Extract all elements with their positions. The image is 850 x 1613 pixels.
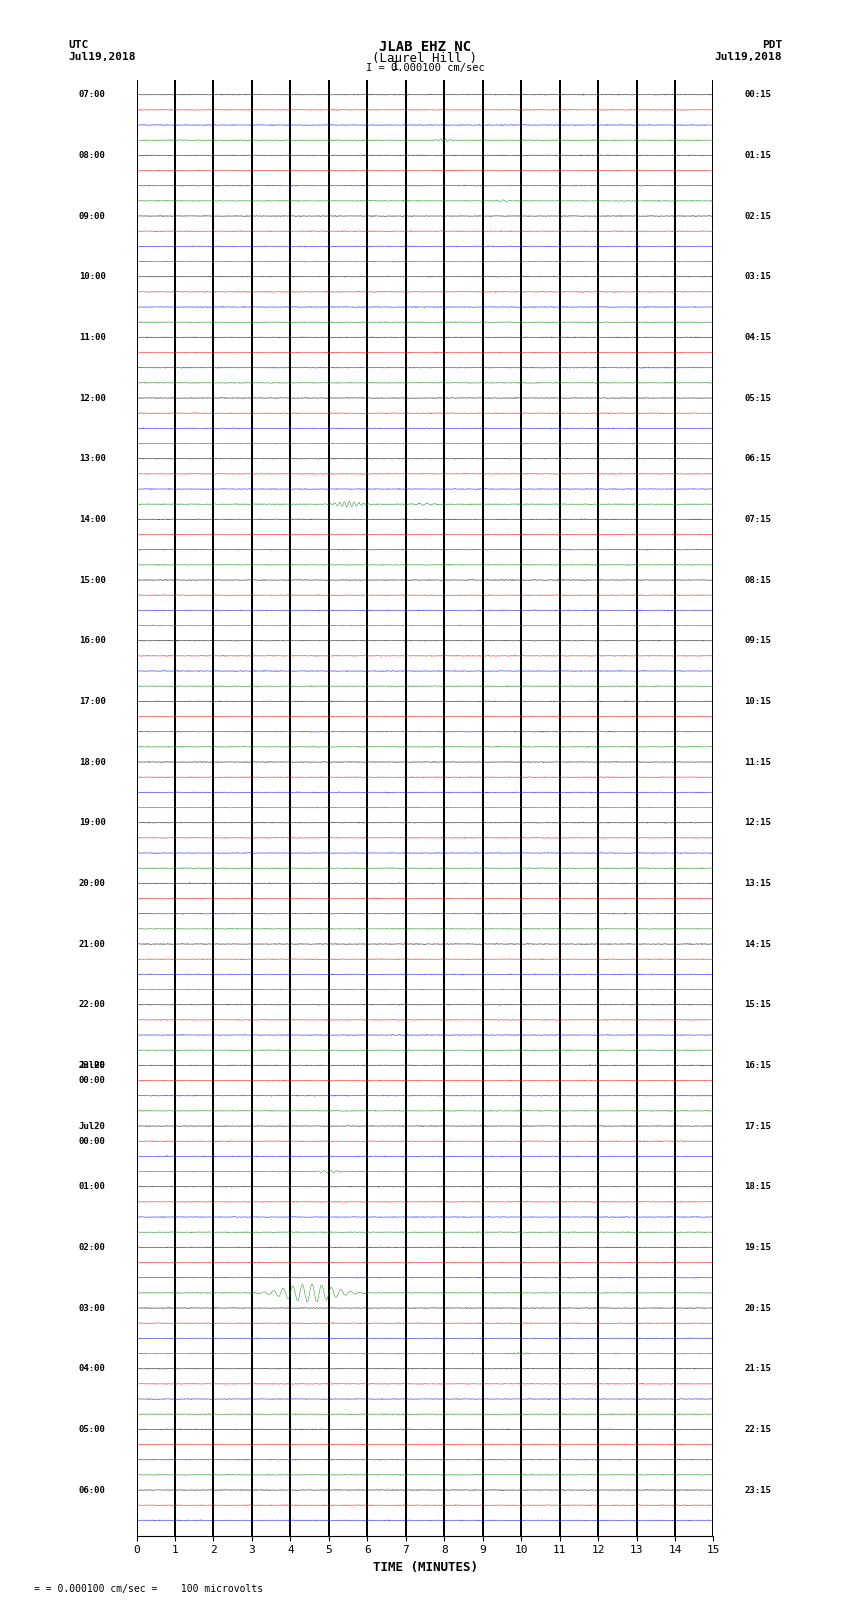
X-axis label: TIME (MINUTES): TIME (MINUTES) <box>372 1561 478 1574</box>
Text: 08:15: 08:15 <box>745 576 771 584</box>
Text: 12:00: 12:00 <box>79 394 105 403</box>
Text: 07:00: 07:00 <box>79 90 105 98</box>
Text: 04:00: 04:00 <box>79 1365 105 1373</box>
Text: Jul20: Jul20 <box>79 1061 105 1069</box>
Text: Jul20: Jul20 <box>79 1121 105 1131</box>
Text: 15:15: 15:15 <box>745 1000 771 1010</box>
Text: UTC: UTC <box>68 40 88 50</box>
Text: 22:00: 22:00 <box>79 1000 105 1010</box>
Text: 03:00: 03:00 <box>79 1303 105 1313</box>
Text: 19:15: 19:15 <box>745 1244 771 1252</box>
Text: 09:00: 09:00 <box>79 211 105 221</box>
Text: 06:15: 06:15 <box>745 455 771 463</box>
Text: 00:15: 00:15 <box>745 90 771 98</box>
Text: 09:15: 09:15 <box>745 636 771 645</box>
Text: 15:00: 15:00 <box>79 576 105 584</box>
Text: 11:00: 11:00 <box>79 332 105 342</box>
Text: 13:00: 13:00 <box>79 455 105 463</box>
Text: 08:00: 08:00 <box>79 152 105 160</box>
Text: 16:00: 16:00 <box>79 636 105 645</box>
Text: JLAB EHZ NC: JLAB EHZ NC <box>379 40 471 55</box>
Text: 11:15: 11:15 <box>745 758 771 766</box>
Text: 02:15: 02:15 <box>745 211 771 221</box>
Text: 03:15: 03:15 <box>745 273 771 281</box>
Text: 18:15: 18:15 <box>745 1182 771 1190</box>
Text: 05:00: 05:00 <box>79 1424 105 1434</box>
Text: 10:00: 10:00 <box>79 273 105 281</box>
Text: 10:15: 10:15 <box>745 697 771 706</box>
Text: 19:00: 19:00 <box>79 818 105 827</box>
Text: 23:15: 23:15 <box>745 1486 771 1495</box>
Text: 22:15: 22:15 <box>745 1424 771 1434</box>
Text: 20:00: 20:00 <box>79 879 105 887</box>
Text: 14:00: 14:00 <box>79 515 105 524</box>
Text: 20:15: 20:15 <box>745 1303 771 1313</box>
Text: 00:00: 00:00 <box>79 1137 105 1145</box>
Text: 17:15: 17:15 <box>745 1121 771 1131</box>
Text: 01:15: 01:15 <box>745 152 771 160</box>
Text: 21:15: 21:15 <box>745 1365 771 1373</box>
Text: 06:00: 06:00 <box>79 1486 105 1495</box>
Text: I = 0.000100 cm/sec: I = 0.000100 cm/sec <box>366 63 484 73</box>
Text: 00:00: 00:00 <box>79 1076 105 1086</box>
Text: 05:15: 05:15 <box>745 394 771 403</box>
Text: 07:15: 07:15 <box>745 515 771 524</box>
Text: Jul19,2018: Jul19,2018 <box>68 52 135 61</box>
Text: PDT: PDT <box>762 40 782 50</box>
Text: 21:00: 21:00 <box>79 939 105 948</box>
Text: 01:00: 01:00 <box>79 1182 105 1190</box>
Text: 04:15: 04:15 <box>745 332 771 342</box>
Text: 12:15: 12:15 <box>745 818 771 827</box>
Text: I: I <box>392 60 399 73</box>
Text: 14:15: 14:15 <box>745 939 771 948</box>
Text: (Laurel Hill ): (Laurel Hill ) <box>372 52 478 65</box>
Text: 23:00: 23:00 <box>79 1061 105 1069</box>
Text: 18:00: 18:00 <box>79 758 105 766</box>
Text: 13:15: 13:15 <box>745 879 771 887</box>
Text: 17:00: 17:00 <box>79 697 105 706</box>
Text: = = 0.000100 cm/sec =    100 microvolts: = = 0.000100 cm/sec = 100 microvolts <box>34 1584 264 1594</box>
Text: 16:15: 16:15 <box>745 1061 771 1069</box>
Text: Jul19,2018: Jul19,2018 <box>715 52 782 61</box>
Text: 02:00: 02:00 <box>79 1244 105 1252</box>
